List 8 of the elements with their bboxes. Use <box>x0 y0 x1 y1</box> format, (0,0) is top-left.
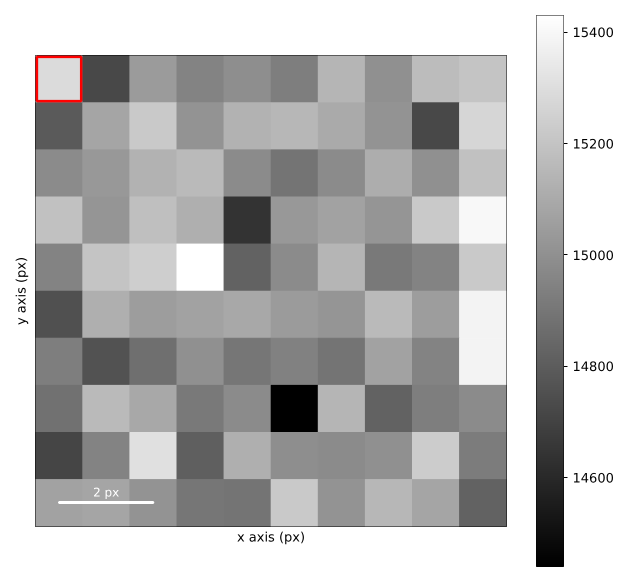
color-bar-label: 14600 <box>572 471 614 486</box>
color-bar-label: 14800 <box>572 360 614 376</box>
color-bar-label: 15400 <box>572 26 614 42</box>
color-bar-label: 15000 <box>572 248 614 264</box>
x-axis-title: x axis (px) <box>236 530 306 546</box>
color-bar-label: 15200 <box>572 138 614 153</box>
annotation: 2 px <box>93 485 120 500</box>
y-axis-title: y axis (px) <box>14 256 30 326</box>
